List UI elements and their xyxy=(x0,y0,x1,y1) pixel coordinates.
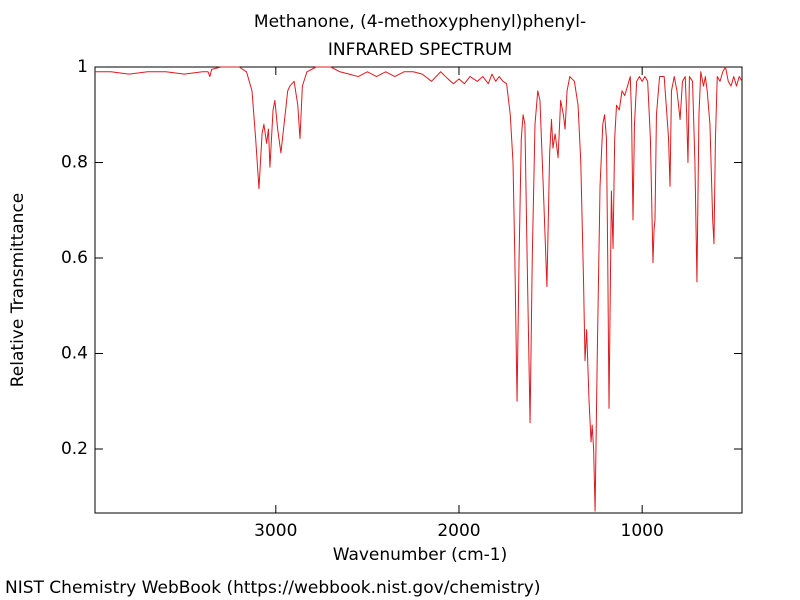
x-tick-label: 2000 xyxy=(437,521,480,541)
y-axis-label: Relative Transmittance xyxy=(8,193,28,388)
x-tick-label: 3000 xyxy=(254,521,297,541)
y-tick-label: 0.6 xyxy=(61,248,88,268)
y-tick-label: 0.2 xyxy=(61,439,88,459)
y-tick-label: 0.4 xyxy=(61,344,88,364)
footer: NIST Chemistry WebBook (https://webbook.… xyxy=(5,578,540,598)
plot-frame xyxy=(94,66,743,514)
chart-subtitle: INFRARED SPECTRUM xyxy=(328,40,512,60)
chart-title: Methanone, (4-methoxyphenyl)phenyl- xyxy=(254,12,586,32)
x-tick-label: 1000 xyxy=(621,521,664,541)
y-tick-label: 0.8 xyxy=(61,153,88,173)
spectrum-line xyxy=(95,66,743,512)
x-axis-label: Wavenumber (cm-1) xyxy=(333,545,508,565)
y-tick-label: 1 xyxy=(77,57,88,77)
